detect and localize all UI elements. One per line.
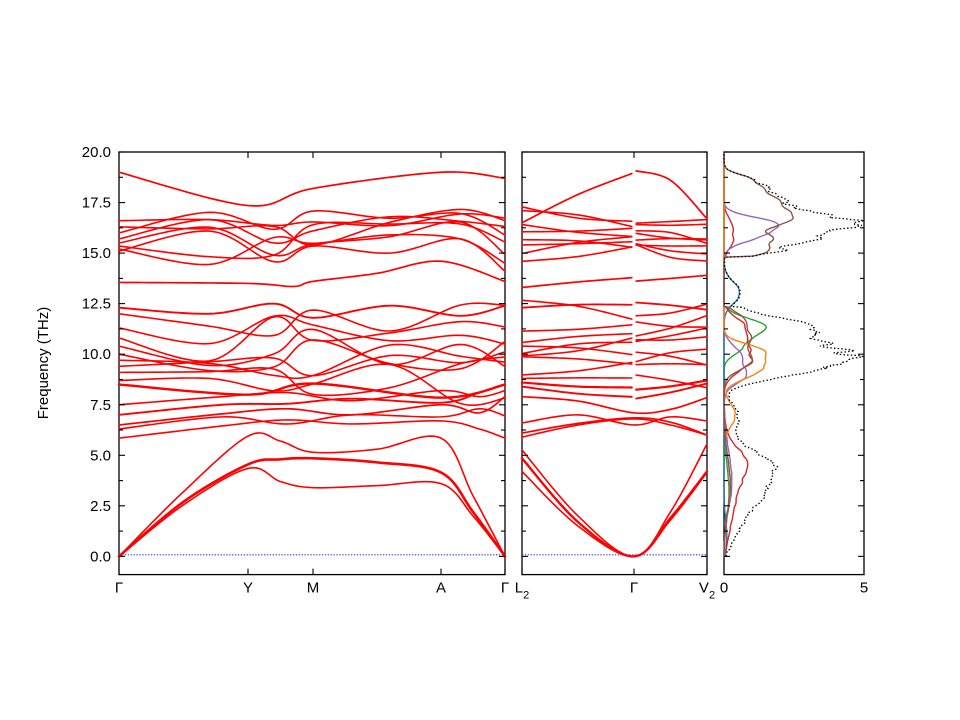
svg-text:20.0: 20.0 bbox=[82, 144, 111, 161]
svg-text:Y: Y bbox=[243, 580, 253, 597]
svg-text:A: A bbox=[436, 580, 446, 597]
svg-text:17.5: 17.5 bbox=[82, 195, 111, 212]
svg-text:V2: V2 bbox=[699, 580, 715, 602]
svg-text:0.0: 0.0 bbox=[90, 548, 111, 565]
svg-text:7.5: 7.5 bbox=[90, 397, 111, 414]
svg-text:Γ: Γ bbox=[630, 580, 638, 597]
svg-text:2.5: 2.5 bbox=[90, 498, 111, 515]
svg-text:0: 0 bbox=[720, 580, 728, 597]
svg-text:12.5: 12.5 bbox=[82, 296, 111, 313]
svg-text:5: 5 bbox=[860, 580, 868, 597]
svg-text:15.0: 15.0 bbox=[82, 245, 111, 262]
svg-text:Γ: Γ bbox=[501, 580, 509, 597]
svg-text:M: M bbox=[307, 580, 320, 597]
svg-text:5.0: 5.0 bbox=[90, 447, 111, 464]
svg-text:L2: L2 bbox=[515, 580, 529, 602]
svg-text:Γ: Γ bbox=[115, 580, 123, 597]
svg-text:10.0: 10.0 bbox=[82, 346, 111, 363]
svg-text:Frequency (THz): Frequency (THz) bbox=[35, 307, 52, 420]
